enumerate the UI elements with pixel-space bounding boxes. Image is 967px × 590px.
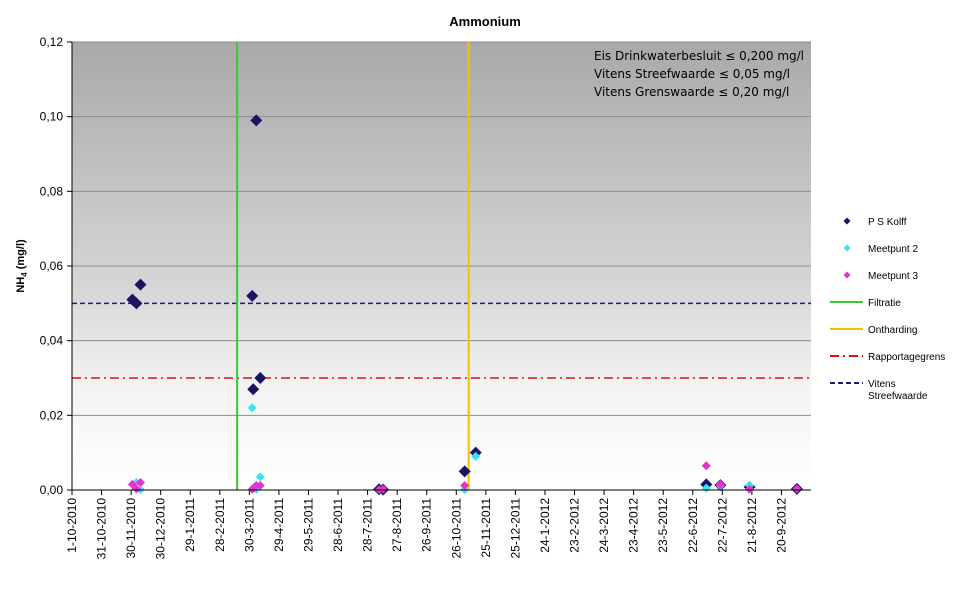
y-tick-label: 0,06 <box>40 259 64 273</box>
x-tick-label: 26-9-2011 <box>420 498 434 552</box>
data-point <box>247 484 257 494</box>
legend-marker <box>843 244 851 252</box>
x-tick-label: 28-2-2011 <box>213 498 227 552</box>
y-tick-label: 0,04 <box>40 334 64 348</box>
data-point <box>247 383 260 396</box>
legend-label: Meetpunt 3 <box>868 271 918 282</box>
x-tick-label: 22-7-2012 <box>715 498 729 553</box>
x-tick-label: 23-4-2012 <box>627 498 641 553</box>
legend-label: Vitens <box>868 379 896 390</box>
y-tick-label: 0,08 <box>40 184 64 198</box>
x-tick-label: 24-3-2012 <box>597 498 611 553</box>
legend-marker <box>843 217 851 225</box>
x-tick-label: 31-10-2010 <box>95 498 109 560</box>
data-point <box>792 484 802 494</box>
x-tick-label: 25-11-2011 <box>479 498 493 558</box>
x-axis-ticks: 1-10-2010 31-10-2010 30-11-2010 30-12-2010 2… <box>65 490 788 559</box>
legend-label: Filtratie <box>868 298 901 309</box>
threshold-note: Eis Drinkwaterbesluit ≤ 0,200 mg/l <box>594 49 804 63</box>
data-point <box>135 478 145 488</box>
x-tick-label: 29-4-2011 <box>272 498 286 552</box>
threshold-note: Vitens Streefwaarde ≤ 0,05 mg/l <box>594 67 790 81</box>
data-point <box>250 114 263 127</box>
background-band <box>72 42 811 304</box>
data-point <box>378 484 388 494</box>
x-tick-label: 26-10-2011 <box>449 498 463 559</box>
y-tick-label: 0,02 <box>40 408 64 422</box>
y-axis-ticks: 0,00 0,02 0,04 0,06 0,08 0,10 0,12 <box>40 35 72 497</box>
data-point <box>131 484 141 494</box>
x-tick-label: 21-8-2012 <box>745 498 759 553</box>
x-tick-label: 29-5-2011 <box>301 498 315 552</box>
legend-label: Streefwaarde <box>868 391 928 402</box>
x-tick-label: 24-1-2012 <box>538 498 552 553</box>
data-point <box>255 472 265 482</box>
x-tick-label: 20-9-2012 <box>774 498 788 553</box>
x-tick-label: 1-10-2010 <box>65 498 79 553</box>
legend-label: Ontharding <box>868 325 917 336</box>
x-tick-label: 27-8-2011 <box>390 498 404 552</box>
data-point <box>130 297 143 310</box>
data-point <box>471 451 481 461</box>
gridlines <box>72 41 811 416</box>
background-band <box>72 378 811 490</box>
data-point <box>254 372 267 384</box>
data-point <box>458 465 471 478</box>
x-tick-label: 30-11-2010 <box>124 498 138 559</box>
data-point <box>715 479 725 489</box>
threshold-annotations: Eis Drinkwaterbesluit ≤ 0,200 mg/l Vitens… <box>594 49 804 99</box>
axes <box>71 42 811 491</box>
legend-label: Meetpunt 2 <box>868 244 918 255</box>
reference-lines <box>72 42 811 490</box>
data-point <box>745 484 755 494</box>
y-tick-label: 0,00 <box>40 483 64 497</box>
x-tick-label: 22-6-2012 <box>686 498 700 553</box>
data-points <box>126 114 803 496</box>
x-tick-label: 30-12-2010 <box>154 498 168 560</box>
legend-label: Rapportagegrens <box>868 352 945 363</box>
x-tick-label: 30-3-2011 <box>242 498 256 552</box>
data-point <box>134 278 147 291</box>
legend-marker <box>843 271 851 279</box>
data-point <box>701 461 711 471</box>
chart-title: Ammonium <box>449 14 521 29</box>
data-point <box>247 403 257 413</box>
data-point <box>255 481 265 491</box>
legend: P S Kolff Meetpunt 2 Meetpunt 3 Filtratie On… <box>830 217 945 402</box>
x-tick-label: 28-6-2011 <box>331 498 345 552</box>
y-tick-label: 0,10 <box>40 110 64 124</box>
y-tick-label: 0,12 <box>40 35 64 49</box>
x-tick-label: 25-12-2011 <box>508 498 522 559</box>
x-tick-label: 23-5-2012 <box>656 498 670 553</box>
x-tick-label: 29-1-2011 <box>183 498 197 552</box>
legend-label: P S Kolff <box>868 217 907 228</box>
x-tick-label: 23-2-2012 <box>568 498 582 553</box>
threshold-note: Vitens Grenswaarde ≤ 0,20 mg/l <box>594 85 789 99</box>
y-axis-label: NH4 (mg/l) <box>15 239 29 293</box>
x-tick-label: 28-7-2011 <box>361 498 375 552</box>
data-point <box>460 481 470 491</box>
data-point <box>246 289 259 302</box>
